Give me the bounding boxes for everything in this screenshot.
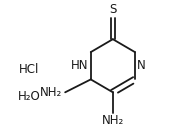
Text: NH₂: NH₂ bbox=[102, 114, 124, 127]
Text: HN: HN bbox=[71, 59, 89, 72]
Text: HCl: HCl bbox=[19, 63, 39, 76]
Text: N: N bbox=[137, 59, 146, 72]
Text: H₂O: H₂O bbox=[18, 90, 40, 103]
Text: S: S bbox=[109, 3, 117, 16]
Text: NH₂: NH₂ bbox=[39, 86, 62, 99]
